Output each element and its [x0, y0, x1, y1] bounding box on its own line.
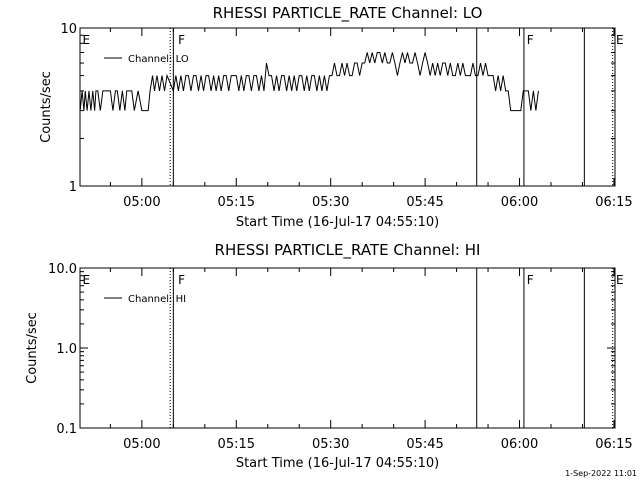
- x-tick-label: 05:00: [123, 437, 160, 452]
- event-marker: F: [527, 273, 534, 287]
- x-tick-label: 05:15: [218, 195, 255, 210]
- event-marker: F: [178, 273, 185, 287]
- legend-label: Channel: HI: [128, 294, 186, 305]
- legend-label: Channel: LO: [128, 54, 189, 65]
- x-tick-label: 06:15: [595, 195, 632, 210]
- event-marker: F: [178, 33, 185, 47]
- y-tick-label: 1.0: [56, 342, 77, 357]
- y-tick-label: 1: [69, 180, 77, 195]
- x-tick-label: 05:00: [123, 195, 160, 210]
- chart-title: RHESSI PARTICLE_RATE Channel: HI: [215, 241, 481, 260]
- x-tick-label: 06:00: [501, 437, 538, 452]
- x-tick-label: 05:45: [406, 437, 443, 452]
- x-axis-label: Start Time (16-Jul-17 04:55:10): [236, 456, 439, 471]
- hi-channel-panel: RHESSI PARTICLE_RATE Channel: HI 05:00 05:…: [25, 241, 633, 471]
- x-tick-label: 05:15: [218, 437, 255, 452]
- plot-frame: [79, 27, 616, 187]
- event-marker: E: [616, 273, 624, 287]
- y-axis-label: Counts/sec: [39, 71, 54, 143]
- x-tick-label: 05:45: [406, 195, 443, 210]
- x-tick-label: 05:30: [312, 195, 349, 210]
- event-marker: F: [527, 33, 534, 47]
- x-tick-label: 06:00: [501, 195, 538, 210]
- chart-title: RHESSI PARTICLE_RATE Channel: LO: [213, 4, 483, 23]
- y-tick-label: 10: [60, 22, 77, 37]
- y-tick-label: 10.0: [48, 262, 77, 277]
- series-line: [79, 51, 539, 112]
- plot-frame: [79, 267, 616, 429]
- event-marker: E: [616, 33, 624, 47]
- y-axis-label: Counts/sec: [25, 312, 40, 384]
- x-tick-label: 06:15: [595, 437, 632, 452]
- x-axis-label: Start Time (16-Jul-17 04:55:10): [236, 215, 439, 230]
- lo-channel-panel: RHESSI PARTICLE_RATE Channel: LO 05:00 05:…: [39, 4, 633, 230]
- y-tick-label: 0.1: [56, 422, 77, 437]
- x-tick-label: 05:30: [312, 437, 349, 452]
- event-marker: E: [82, 273, 90, 287]
- event-marker: E: [82, 33, 90, 47]
- footer-timestamp: 1-Sep-2022 11:01: [565, 469, 637, 478]
